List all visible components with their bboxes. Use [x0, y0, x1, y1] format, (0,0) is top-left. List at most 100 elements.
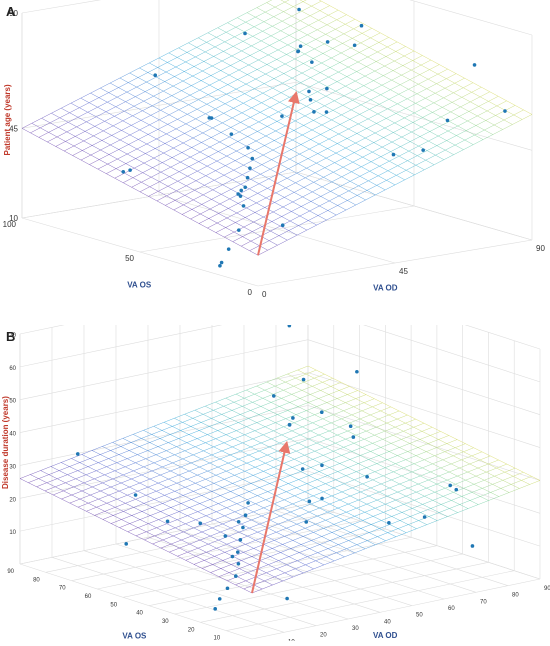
b-mesh-line — [397, 451, 408, 456]
b-mesh-line — [366, 503, 376, 509]
b-mesh-line — [203, 523, 213, 529]
b-mesh-line — [170, 466, 181, 472]
b-mesh-line — [386, 418, 398, 424]
a-mesh-line — [108, 92, 118, 98]
a-mesh-line — [164, 76, 175, 82]
b-mesh-line — [154, 499, 163, 504]
a-mesh-line — [167, 57, 178, 63]
b-mesh-line — [291, 430, 301, 436]
b-mesh-line — [362, 447, 371, 452]
a-mesh-line — [92, 140, 103, 146]
b-mesh-line — [338, 540, 349, 545]
a-mesh-line — [407, 93, 418, 100]
b-mesh-line — [187, 511, 198, 516]
a-mesh-line — [394, 122, 404, 128]
b-data-point — [236, 561, 241, 566]
b-grid-wall-z — [19, 405, 541, 481]
b-mesh-line — [278, 519, 289, 525]
a-mesh-line — [268, 116, 278, 122]
a-mesh-line — [224, 41, 234, 47]
a-mesh-line — [321, 62, 331, 68]
b-mesh-line — [237, 572, 248, 577]
a-mesh-line — [56, 131, 67, 138]
b-mesh-line — [459, 504, 469, 509]
a-mesh-line — [176, 185, 187, 192]
a-mesh-line — [263, 216, 272, 222]
b-mesh-line — [457, 475, 466, 481]
a-mesh-line — [227, 79, 238, 85]
b-mesh-line — [226, 544, 236, 549]
a-mesh-line — [359, 171, 370, 177]
a-mesh-line — [456, 73, 465, 79]
b-mesh-line — [55, 482, 66, 488]
b-mesh-line — [211, 450, 223, 456]
a-mesh-line — [231, 55, 241, 61]
b-mesh-line — [417, 447, 427, 452]
a-mesh-line — [437, 73, 447, 79]
b-mesh-line — [219, 418, 231, 423]
a-mesh-line — [84, 126, 95, 132]
a-mesh-line — [218, 213, 228, 219]
a-data-point — [445, 118, 450, 123]
a-mesh-line — [214, 174, 225, 181]
b-data-point — [291, 416, 295, 420]
a-mesh-line — [370, 37, 380, 43]
a-mesh-line — [117, 153, 128, 160]
a-mesh-line — [478, 101, 489, 107]
b-mesh-line — [293, 572, 304, 578]
b-mesh-line — [199, 426, 210, 431]
a-mesh-line — [251, 40, 262, 47]
a-mesh-line — [360, 37, 371, 44]
a-mesh-line — [160, 110, 170, 116]
a-mesh-line — [459, 111, 470, 117]
a-mesh-line — [380, 89, 391, 95]
a-mesh-line — [320, 134, 330, 140]
a-mesh-line — [466, 130, 475, 136]
a-mesh-line — [279, 96, 290, 103]
b-mesh-line — [280, 552, 289, 557]
b-mesh-line — [230, 527, 240, 533]
a-mesh-line — [94, 126, 104, 132]
b-mesh-line — [92, 486, 101, 492]
a-mesh-line — [170, 161, 181, 168]
a-mesh-line — [132, 115, 142, 121]
b-mesh-line — [38, 474, 49, 479]
a-mesh-line — [282, 201, 293, 208]
a-mesh-line — [302, 196, 312, 202]
a-mesh-line — [318, 76, 329, 83]
b-mesh-line — [319, 503, 330, 509]
a-mesh-line — [205, 51, 214, 57]
b-mesh-line — [414, 500, 423, 505]
a-mesh-line — [234, 31, 245, 38]
b-mesh-line — [127, 527, 139, 532]
a-mesh-line — [273, 78, 283, 84]
b-mesh-line — [387, 532, 397, 537]
a-mesh-line — [230, 122, 241, 128]
a-mesh-line — [291, 10, 302, 17]
b-mesh-line — [203, 414, 212, 419]
b-mesh-line — [465, 475, 477, 481]
a-mesh-line — [376, 123, 386, 129]
b-mesh-line — [401, 508, 413, 513]
b-mesh-line — [178, 474, 188, 480]
a-mesh-line — [149, 124, 159, 130]
a-mesh-line — [231, 50, 242, 57]
b-mesh-line — [283, 390, 292, 395]
a-mesh-line — [244, 150, 255, 156]
b-mesh-line — [232, 446, 241, 452]
b-mesh-line — [201, 527, 213, 533]
a-mesh-line — [446, 140, 456, 146]
a-mesh-line — [313, 58, 322, 64]
b-mesh-line — [89, 458, 99, 463]
a-mesh-line — [163, 90, 172, 96]
b-mesh-line — [360, 455, 369, 460]
b-mesh-line — [356, 471, 365, 476]
a-mesh-line — [373, 137, 384, 143]
b-mesh-line — [267, 523, 279, 529]
a-mesh-line — [136, 143, 147, 150]
b-mesh-line — [411, 471, 421, 477]
a-mesh-line — [242, 36, 253, 42]
a-mesh-line — [285, 58, 296, 65]
a-mesh-line — [111, 130, 122, 136]
b-mesh-line — [234, 434, 245, 439]
